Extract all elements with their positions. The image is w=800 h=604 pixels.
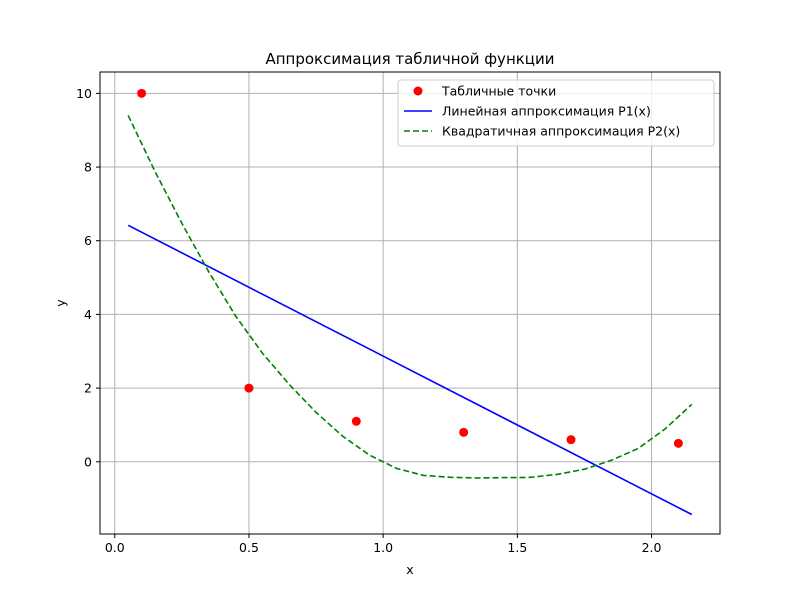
y-tick-label: 0 [84, 454, 92, 469]
y-tick-label: 8 [84, 160, 92, 175]
ticks: 0.0 0.5 1.0 1.5 2.0 0 2 4 6 8 10 [76, 86, 661, 555]
y-tick-label: 6 [84, 233, 92, 248]
legend-marker [413, 86, 423, 96]
data-point [244, 383, 254, 393]
legend-label: Табличные точки [441, 84, 556, 99]
legend-label: Квадратичная аппроксимация P2(x) [442, 124, 680, 139]
data-point [137, 88, 147, 98]
data-point [566, 435, 576, 445]
legend-label: Линейная аппроксимация P1(x) [442, 104, 651, 119]
legend-box [397, 79, 715, 147]
x-tick-label: 0.0 [105, 540, 125, 555]
y-axis-label: y [53, 299, 68, 307]
x-axis-label: x [406, 562, 413, 577]
y-tick-label: 4 [84, 307, 92, 322]
y-tick-label: 10 [76, 86, 92, 101]
linear-approximation-line [127, 224, 693, 516]
x-tick-label: 2.0 [642, 540, 662, 555]
legend: Табличные точки Линейная аппроксимация P1… [397, 79, 715, 147]
x-tick-label: 0.5 [239, 540, 259, 555]
x-tick-label: 1.0 [373, 540, 393, 555]
chart-title: Аппроксимация табличной функции [265, 50, 554, 68]
data-point [459, 427, 469, 437]
series-layer [127, 88, 693, 516]
data-point [673, 438, 683, 448]
y-tick-label: 2 [84, 381, 92, 396]
quadratic-approximation-line [127, 115, 693, 479]
data-point [351, 416, 361, 426]
plot-frame [99, 71, 721, 535]
x-tick-label: 1.5 [507, 540, 527, 555]
